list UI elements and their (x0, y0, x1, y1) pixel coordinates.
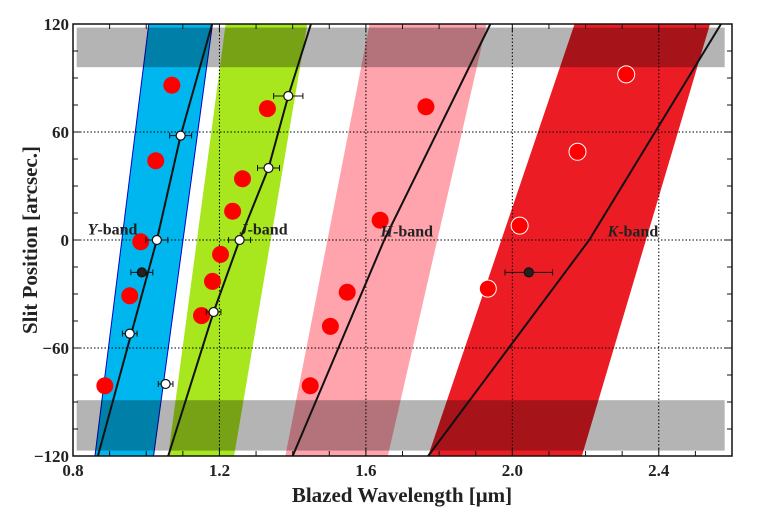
red-point (338, 283, 356, 301)
red-point (258, 100, 276, 118)
band-label-letter: Y (88, 222, 99, 239)
red-point (224, 202, 242, 220)
band-label-j: J-band (239, 222, 288, 239)
open-point (160, 378, 171, 390)
band-label-letter: H (380, 223, 394, 240)
gray-region (76, 27, 725, 68)
band-label-k: K-band (607, 223, 659, 240)
curve-j (167, 23, 312, 457)
band-label-suffix: -band (248, 222, 288, 239)
curve-k (427, 23, 722, 457)
red-point (510, 216, 529, 235)
axes-layer: 0.8 1.2 1.6 2.0 2.4 −120 −60 0 60 120 (34, 15, 733, 480)
band-labels-layer: Y-band J-band H-band K-band (88, 222, 659, 241)
gray-region (76, 400, 725, 451)
x-tick-label: 1.2 (209, 461, 230, 480)
band-label-letter: J (239, 222, 249, 239)
red-point (163, 76, 181, 94)
open-point (234, 234, 245, 246)
red-point (568, 142, 587, 161)
x-tick-label: 2.4 (648, 461, 670, 480)
open-point (263, 162, 274, 174)
red-point (617, 65, 636, 84)
y-tick-label: 0 (61, 231, 70, 250)
band-label-suffix: -band (97, 222, 137, 239)
points-layer (96, 65, 636, 395)
open-point (208, 306, 219, 318)
curve-h (291, 23, 492, 457)
open-point (283, 90, 294, 102)
curve-y (96, 23, 214, 457)
y-tick-label: 60 (52, 123, 69, 142)
gray-regions-layer (76, 27, 725, 451)
red-point (234, 170, 252, 188)
red-point (371, 211, 389, 229)
x-tick-label: 1.6 (355, 461, 376, 480)
y-tick-label: 120 (44, 15, 70, 34)
red-point (132, 233, 150, 251)
red-point (147, 152, 165, 170)
band-label-suffix: -band (393, 223, 433, 240)
red-point (417, 98, 435, 116)
band-label-letter: K (607, 223, 620, 240)
red-point (203, 272, 221, 290)
band-label-suffix: -band (618, 223, 658, 240)
y-tick-label: −120 (34, 447, 69, 466)
band-k (428, 24, 711, 456)
red-point (121, 287, 139, 305)
red-point (212, 245, 230, 263)
y-axis-label: Slit Position [arcsec.] (18, 146, 42, 334)
filled-point (136, 267, 147, 278)
x-axis-label: Blazed Wavelength [μm] (292, 483, 512, 507)
red-point (478, 279, 497, 298)
red-point (193, 307, 211, 325)
x-tick-label: 0.8 (62, 461, 83, 480)
open-point (124, 328, 135, 339)
band-label-h: H-band (380, 223, 434, 240)
y-tick-label: −60 (42, 339, 69, 358)
curves-layer (96, 23, 722, 457)
red-point (96, 377, 114, 395)
band-label-y: Y-band (88, 222, 138, 239)
open-point (175, 130, 186, 141)
filled-point (523, 267, 534, 278)
open-point (151, 234, 162, 246)
red-point (321, 317, 339, 335)
red-point (301, 377, 319, 395)
x-tick-label: 2.0 (502, 461, 523, 480)
